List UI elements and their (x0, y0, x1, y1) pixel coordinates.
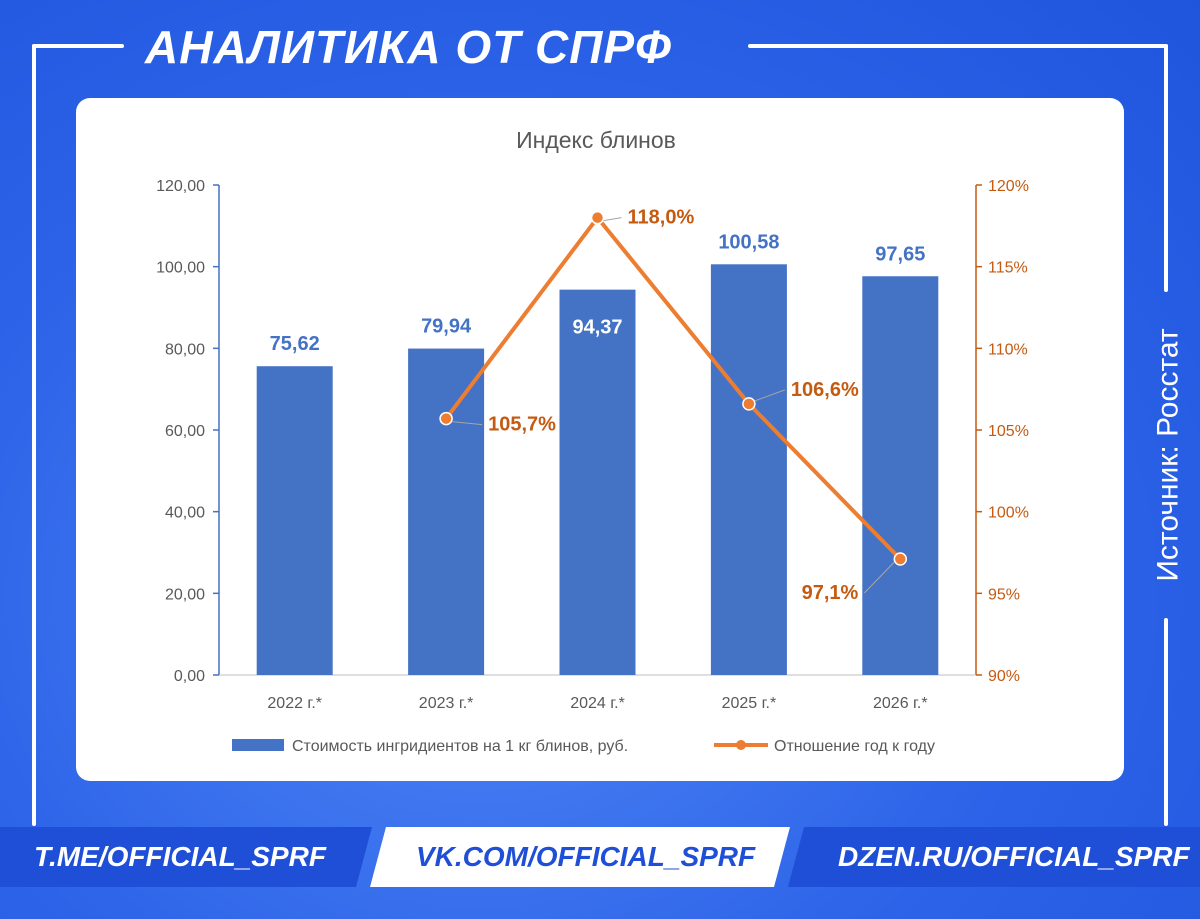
chart-axes: 0,00 20,00 40,00 60,00 80,00 100,00 120,00 90% 9… (156, 178, 1029, 712)
y-tick-label-right: 115% (988, 260, 1028, 277)
chart-line-series (439, 210, 908, 594)
footer-bands (0, 827, 1200, 887)
label-leader-line (754, 389, 786, 402)
footer-band-middle (370, 827, 790, 887)
frame-right-upper (1164, 44, 1168, 292)
legend-swatch-bars (232, 739, 284, 751)
x-tick-label: 2022 г.* (267, 695, 322, 712)
line-value-label: 97,1% (802, 582, 859, 604)
bar-value-label: 100,58 (718, 231, 779, 253)
frame-right-lower (1164, 618, 1168, 826)
y-tick-label-left: 80,00 (165, 341, 205, 358)
x-tick-label: 2024 г.* (570, 695, 625, 712)
x-tick-label: 2025 г.* (722, 695, 777, 712)
chart-title: Индекс блинов (516, 127, 676, 153)
y-tick-label-right: 100% (988, 505, 1029, 522)
chart: Индекс блинов 0,00 20,00 40,00 60,00 80,00 10… (156, 127, 1029, 755)
x-tick-label: 2023 г.* (419, 695, 474, 712)
label-leader-line (603, 217, 622, 222)
page-title: АНАЛИТИКА ОТ СПРФ (145, 21, 672, 73)
bar (862, 276, 939, 675)
frame-left (32, 44, 36, 826)
bar (559, 289, 636, 675)
y-tick-label-left: 20,00 (165, 586, 205, 603)
line-value-label: 105,7% (488, 414, 556, 436)
y-tick-label-right: 105% (988, 423, 1029, 440)
footer-link-telegram[interactable]: T.ME/OFFICIAL_SPRF (34, 841, 326, 872)
footer-band-right (788, 827, 1200, 887)
source-label-wrap: Источник: Росстат (1139, 296, 1199, 614)
y-tick-label-left: 60,00 (165, 423, 205, 440)
y-tick-label-left: 120,00 (156, 178, 205, 195)
y-tick-label-left: 100,00 (156, 260, 205, 277)
y-tick-label-right: 110% (988, 341, 1028, 358)
chart-data-labels: 75,62 79,94 94,37 100,58 97,65 105,7% 118,0% 10… (270, 207, 926, 604)
bar (710, 264, 787, 675)
source-label: Источник: Росстат (1152, 328, 1186, 582)
footer-band-left (0, 827, 372, 887)
bar (408, 348, 485, 675)
line-value-label: 118,0% (628, 207, 695, 229)
y-tick-label-right: 95% (988, 586, 1020, 603)
legend-label-bars: Стоимость ингридиентов на 1 кг блинов, р… (292, 738, 628, 755)
y-tick-label-left: 0,00 (174, 668, 205, 685)
x-tick-label: 2026 г.* (873, 695, 928, 712)
chart-legend: Стоимость ингридиентов на 1 кг блинов, р… (232, 738, 935, 755)
line-series-path (444, 215, 902, 561)
line-point (439, 411, 453, 426)
y-tick-label-right: 90% (988, 668, 1020, 685)
bar (256, 366, 333, 675)
bar-value-label: 94,37 (572, 317, 622, 339)
label-leader-line (452, 421, 483, 426)
frame-top-right (748, 44, 1168, 48)
frame-top-left (32, 44, 124, 48)
y-tick-label-right: 120% (988, 178, 1029, 195)
y-tick-label-left: 40,00 (165, 505, 205, 522)
line-value-label: 106,6% (791, 379, 859, 401)
bar-value-label: 79,94 (421, 316, 472, 338)
footer-link-dzen[interactable]: DZEN.RU/OFFICIAL_SPRF (838, 841, 1190, 872)
bar-value-label: 97,65 (875, 243, 925, 265)
legend-label-line: Отношение год к году (774, 738, 935, 755)
chart-bars (256, 264, 939, 675)
bar-value-label: 75,62 (270, 333, 320, 355)
line-point (742, 397, 756, 411)
footer-link-vk[interactable]: VK.COM/OFFICIAL_SPRF (416, 841, 756, 872)
legend-swatch-point (736, 740, 746, 750)
line-point (893, 552, 908, 566)
footer: T.ME/OFFICIAL_SPRF VK.COM/OFFICIAL_SPRF … (0, 827, 1200, 887)
label-leader-line (863, 561, 895, 594)
line-point (590, 210, 605, 225)
